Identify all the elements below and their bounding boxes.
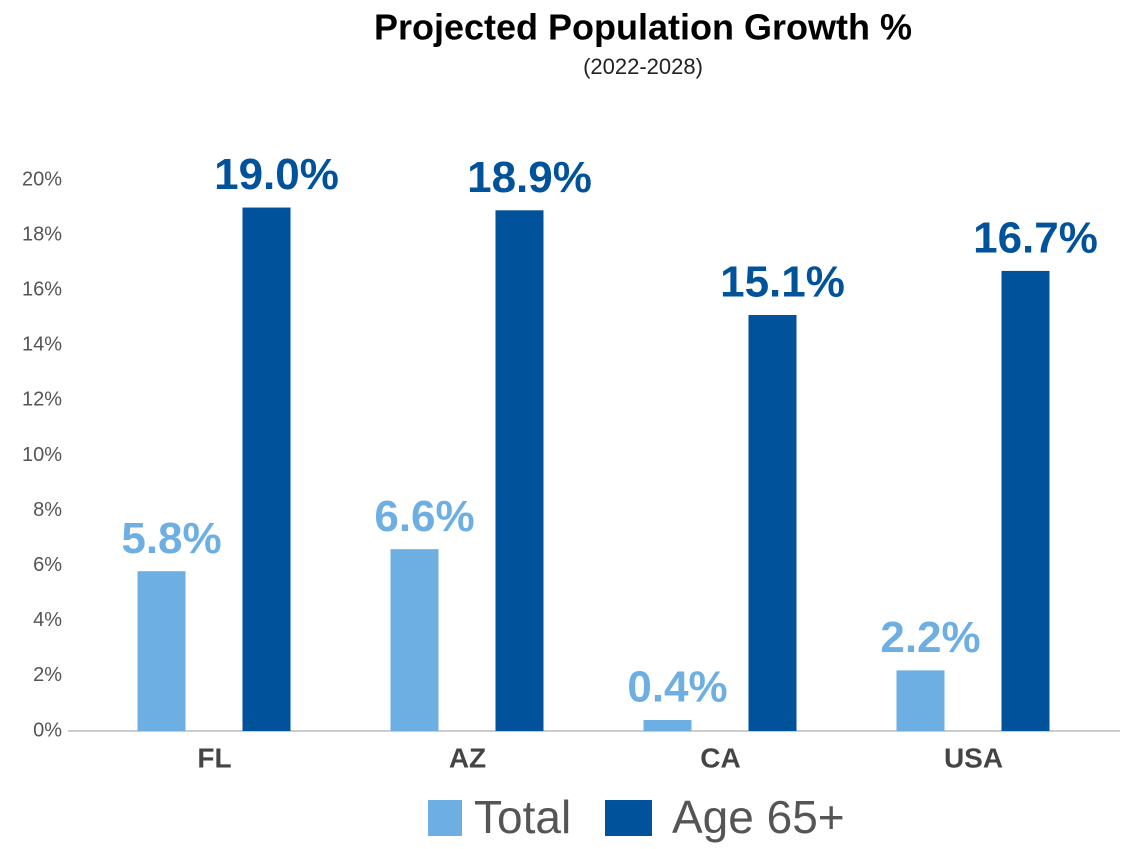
- bar: [896, 670, 945, 731]
- y-tick-label: 8%: [33, 499, 62, 521]
- y-tick-label: 4%: [33, 609, 62, 631]
- y-tick-label: 2%: [33, 664, 62, 686]
- y-tick-label: 6%: [33, 554, 62, 576]
- bar: [1001, 270, 1050, 731]
- value-label: 2.2%: [880, 613, 980, 662]
- y-tick-label: 14%: [22, 334, 62, 356]
- y-tick-label: 16%: [22, 278, 62, 300]
- value-label: 19.0%: [214, 150, 339, 199]
- x-tick-label: USA: [944, 742, 1003, 773]
- bar: [242, 207, 291, 732]
- value-label: 5.8%: [121, 514, 221, 563]
- y-tick-label: 20%: [22, 168, 62, 190]
- y-tick-label: 18%: [22, 223, 62, 245]
- chart-title: Projected Population Growth %: [374, 7, 912, 48]
- y-tick-label: 12%: [22, 389, 62, 411]
- value-label: 15.1%: [720, 258, 845, 307]
- y-tick-label: 0%: [33, 719, 62, 741]
- legend-swatch: [428, 800, 462, 836]
- chart-subtitle: (2022-2028): [583, 54, 703, 79]
- bar: [390, 549, 439, 731]
- bar: [643, 719, 692, 731]
- value-label: 16.7%: [973, 214, 1098, 263]
- bar: [748, 314, 797, 731]
- value-label: 18.9%: [467, 153, 592, 202]
- x-tick-label: CA: [700, 742, 740, 773]
- x-tick-label: AZ: [449, 742, 486, 773]
- value-label: 0.4%: [627, 663, 727, 712]
- bar: [137, 571, 186, 731]
- x-tick-label: FL: [197, 742, 231, 773]
- legend-label: Age 65+: [672, 791, 845, 843]
- bar: [495, 210, 544, 731]
- legend-swatch: [605, 800, 652, 836]
- value-label: 6.6%: [374, 492, 474, 541]
- legend-label: Total: [474, 791, 571, 843]
- y-tick-label: 10%: [22, 444, 62, 466]
